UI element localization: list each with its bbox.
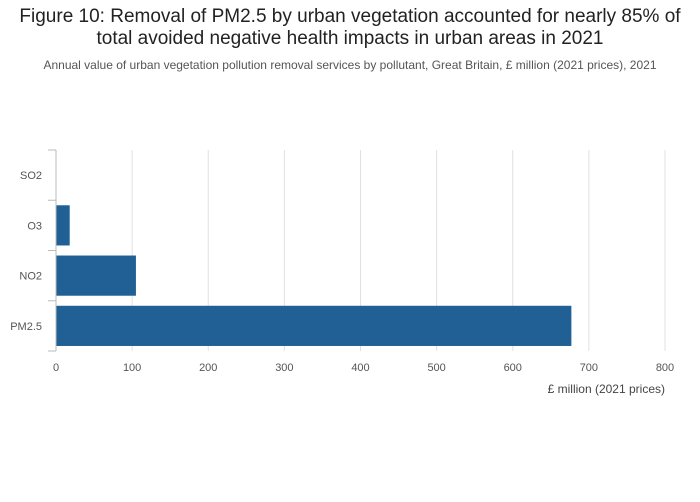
- x-tick-label: 0: [53, 362, 59, 374]
- x-tick-label: 800: [656, 362, 674, 374]
- x-tick-labels: 0 100 200 300 400 500 600 700 800: [53, 362, 674, 374]
- y-tick-label: PM2.5: [10, 321, 42, 333]
- bar-no2[interactable]: [56, 255, 136, 296]
- x-tick-label: 500: [427, 362, 445, 374]
- x-tick-label: 600: [504, 362, 522, 374]
- x-tick-label: 700: [580, 362, 598, 374]
- bars: [56, 205, 572, 346]
- x-tick-label: 300: [275, 362, 293, 374]
- y-tick-labels: SO2 O3 NO2 PM2.5: [10, 170, 42, 333]
- axes: [48, 149, 57, 352]
- y-tick-label: O3: [27, 220, 42, 232]
- chart-subtitle: Annual value of urban vegetation polluti…: [43, 58, 657, 72]
- bar-pm25[interactable]: [56, 305, 572, 346]
- x-tick-label: 200: [199, 362, 217, 374]
- bar-o3[interactable]: [56, 205, 70, 246]
- y-tick-label: SO2: [20, 170, 42, 182]
- x-tick-label: 400: [351, 362, 369, 374]
- chart-title: Figure 10: Removal of PM2.5 by urban veg…: [19, 6, 681, 49]
- y-tick-label: NO2: [19, 271, 42, 283]
- x-axis-title: £ million (2021 prices): [548, 382, 665, 396]
- x-tick-label: 100: [123, 362, 141, 374]
